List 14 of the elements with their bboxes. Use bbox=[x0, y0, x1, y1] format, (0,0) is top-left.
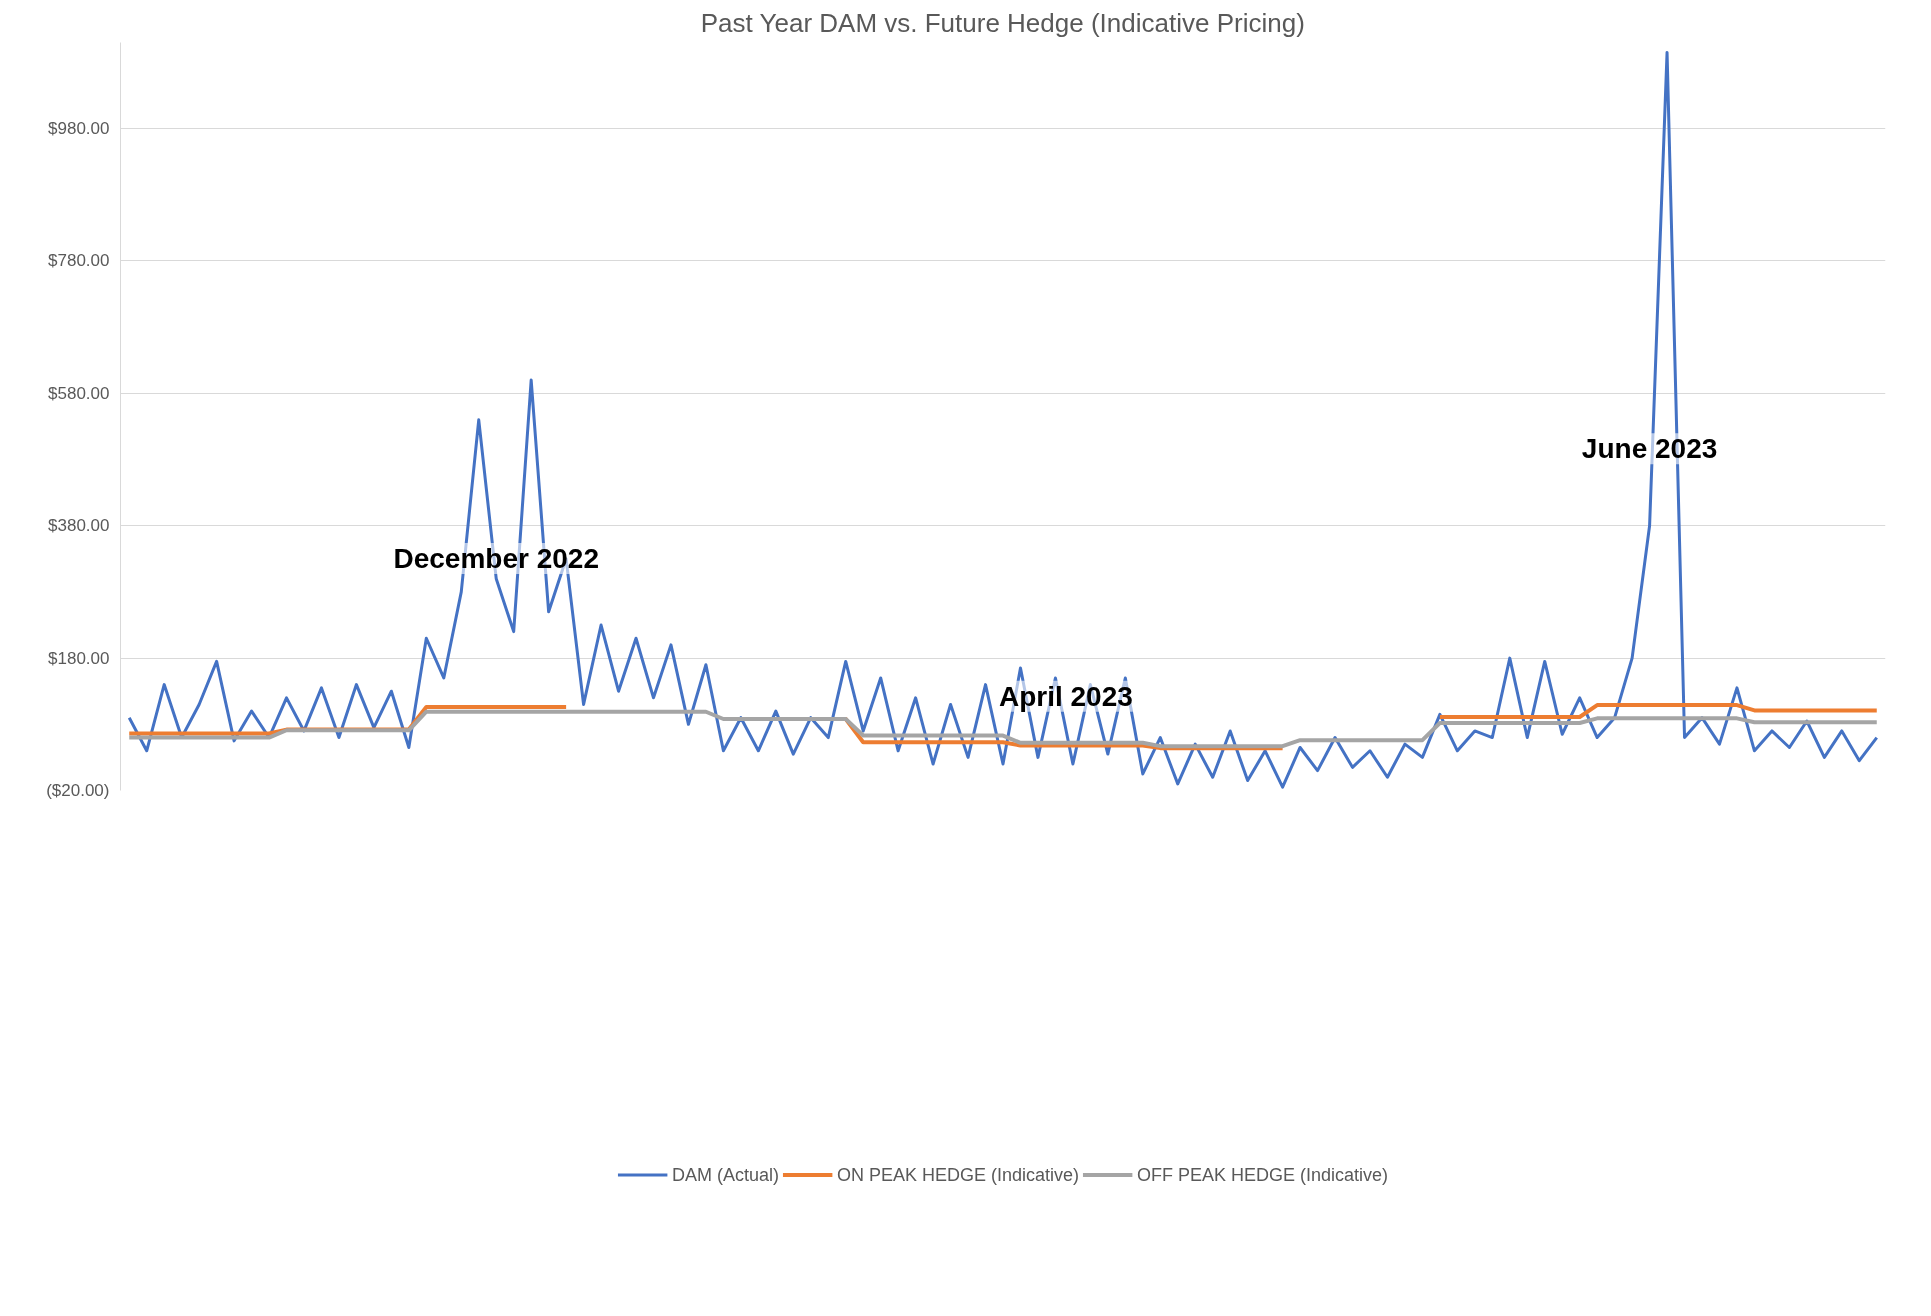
y-tick-label: $780.00 bbox=[48, 251, 110, 271]
y-tick-label: $580.00 bbox=[48, 383, 110, 403]
chart-title: Past Year DAM vs. Future Hedge (Indicative Pricing) bbox=[700, 7, 1305, 38]
y-tick-label: $380.00 bbox=[48, 516, 110, 536]
y-tick-label: $980.00 bbox=[48, 119, 110, 139]
y-tick-label: ($20.00) bbox=[46, 781, 110, 800]
legend-label: OFF PEAK HEDGE (Indicative) bbox=[1137, 1164, 1389, 1186]
annotation: April 2023 bbox=[998, 680, 1133, 712]
annotation: June 2023 bbox=[1581, 433, 1718, 465]
annotation: December 2022 bbox=[393, 543, 599, 575]
y-tick-label: $180.00 bbox=[48, 648, 110, 668]
legend-label: DAM (Actual) bbox=[671, 1164, 779, 1186]
legend-label: ON PEAK HEDGE (Indicative) bbox=[836, 1164, 1080, 1186]
line-series bbox=[127, 50, 1879, 789]
